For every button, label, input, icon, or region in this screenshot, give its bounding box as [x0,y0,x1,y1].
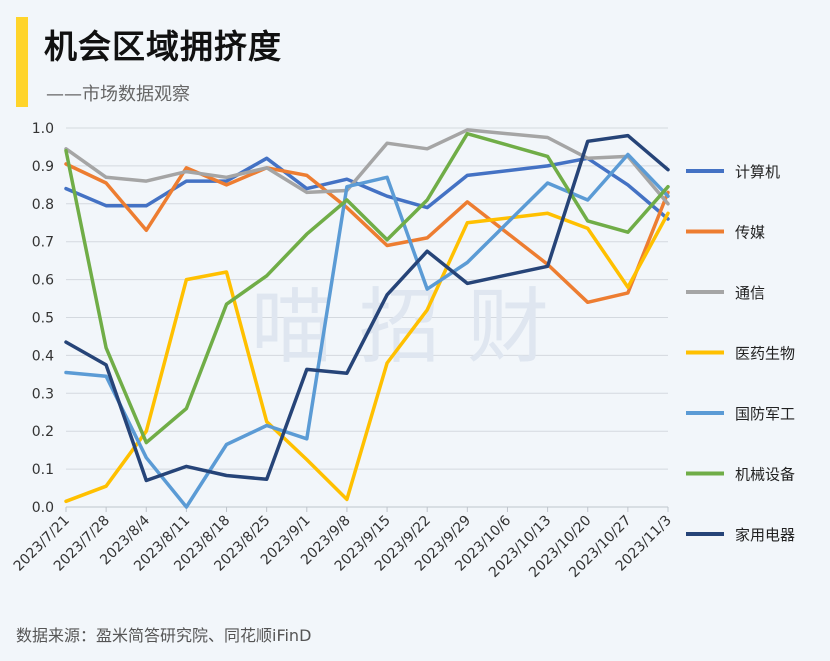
legend-label: 通信 [735,284,765,302]
legend-label: 医药生物 [735,345,795,363]
y-tick-label: 0.0 [32,500,54,516]
series-line [64,211,670,504]
legend-label: 家用电器 [735,526,795,544]
y-tick-label: 0.5 [32,311,54,327]
page-title: 机会区域拥挤度 [44,27,282,66]
series-line [64,162,670,305]
legend-label: 传媒 [735,224,765,242]
data-source-note: 数据来源：盈米简答研究院、同花顺iFinD [16,626,312,645]
y-tick-label: 0.8 [32,197,54,213]
y-tick-label: 0.6 [32,273,54,289]
series-line [64,133,670,483]
legend-label: 国防军工 [735,405,795,423]
y-tick-label: 0.2 [32,424,54,440]
y-tick-label: 0.1 [32,462,54,478]
y-tick-label: 0.7 [32,235,54,251]
legend-label: 计算机 [735,163,780,181]
y-tick-label: 1.0 [32,121,54,137]
series-line [64,156,670,221]
page-subtitle: ——市场数据观察 [46,84,190,105]
series-line [64,131,670,445]
watermark-text: 喵 招 财 [251,280,549,375]
legend-label: 机械设备 [735,466,795,484]
title-accent-bar [16,17,28,107]
y-tick-label: 0.9 [32,159,54,175]
y-tick-label: 0.3 [32,386,54,402]
y-tick-label: 0.4 [32,348,54,364]
